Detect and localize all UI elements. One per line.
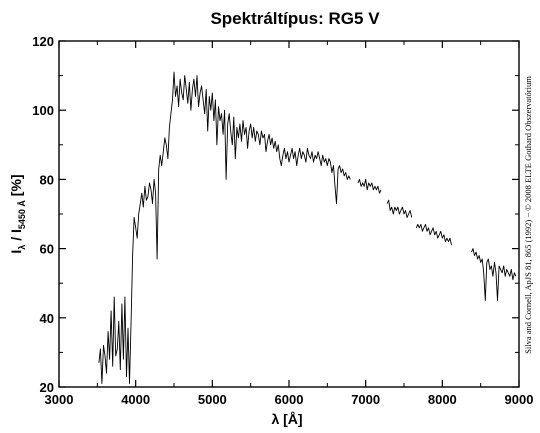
axis-ticks [58, 40, 520, 388]
data-credit: Silva and Cornell, ApJS 81, 865 (1992) −… [523, 76, 533, 354]
spectrum-series [98, 71, 517, 384]
y-axis-label: Iλ / I5450 Å [%] [8, 174, 27, 253]
axis-tick-labels: 3000 4000 5000 6000 7000 8000 9000 20 40 60 80 100 1… [32, 34, 533, 407]
spectrum-segment-4 [415, 223, 452, 246]
x-tick-label-4000: 4000 [121, 392, 150, 407]
y-label-i: I [8, 250, 24, 254]
y-tick-label-40: 40 [40, 311, 54, 326]
spectrum-segment-1 [98, 71, 351, 384]
y-label-separator: / I [8, 229, 24, 245]
y-tick-label-120: 120 [32, 34, 54, 49]
chart-title: Spektráltípus: RG5 V [210, 9, 380, 28]
spectrum-segment-2 [357, 178, 382, 194]
x-tick-label-5000: 5000 [198, 392, 227, 407]
y-tick-label-20: 20 [40, 380, 54, 395]
x-axis-label: λ [Å] [271, 411, 302, 427]
x-tick-label-3000: 3000 [45, 392, 74, 407]
y-label-sub-reference: 5450 Å [17, 200, 27, 230]
y-tick-label-80: 80 [40, 172, 54, 187]
y-tick-label-60: 60 [40, 242, 54, 257]
y-label-unit: [%] [8, 174, 24, 200]
spectrum-segment-5 [471, 248, 517, 301]
y-tick-label-100: 100 [32, 103, 54, 118]
spectrum-segment-3 [386, 199, 413, 218]
y-label-sub-lambda: λ [17, 245, 27, 250]
x-tick-label-7000: 7000 [351, 392, 380, 407]
x-tick-label-6000: 6000 [275, 392, 304, 407]
x-tick-label-9000: 9000 [505, 392, 534, 407]
x-tick-label-8000: 8000 [428, 392, 457, 407]
